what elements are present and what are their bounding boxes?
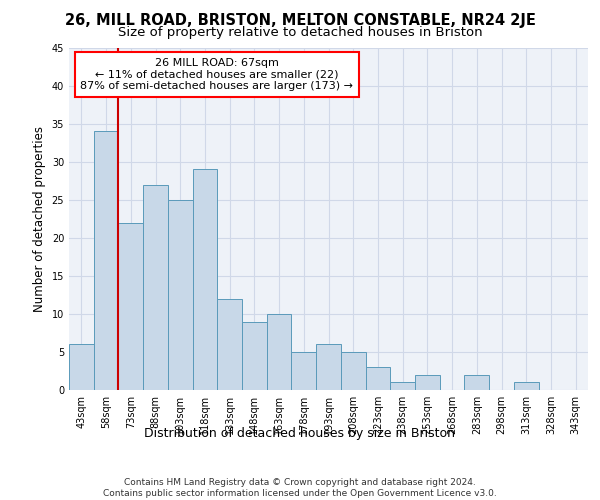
Bar: [514, 382, 539, 390]
Text: 26 MILL ROAD: 67sqm
← 11% of detached houses are smaller (22)
87% of semi-detach: 26 MILL ROAD: 67sqm ← 11% of detached ho…: [80, 58, 353, 91]
Bar: [69, 344, 94, 390]
Text: Distribution of detached houses by size in Briston: Distribution of detached houses by size …: [145, 428, 455, 440]
Bar: [390, 382, 415, 390]
Bar: [316, 344, 341, 390]
Text: Contains HM Land Registry data © Crown copyright and database right 2024.
Contai: Contains HM Land Registry data © Crown c…: [103, 478, 497, 498]
Y-axis label: Number of detached properties: Number of detached properties: [33, 126, 46, 312]
Text: Size of property relative to detached houses in Briston: Size of property relative to detached ho…: [118, 26, 482, 39]
Text: 26, MILL ROAD, BRISTON, MELTON CONSTABLE, NR24 2JE: 26, MILL ROAD, BRISTON, MELTON CONSTABLE…: [65, 12, 535, 28]
Bar: [341, 352, 365, 390]
Bar: [94, 131, 118, 390]
Bar: [118, 222, 143, 390]
Bar: [193, 170, 217, 390]
Bar: [292, 352, 316, 390]
Bar: [143, 184, 168, 390]
Bar: [242, 322, 267, 390]
Bar: [464, 375, 489, 390]
Bar: [365, 367, 390, 390]
Bar: [415, 375, 440, 390]
Bar: [267, 314, 292, 390]
Bar: [168, 200, 193, 390]
Bar: [217, 298, 242, 390]
